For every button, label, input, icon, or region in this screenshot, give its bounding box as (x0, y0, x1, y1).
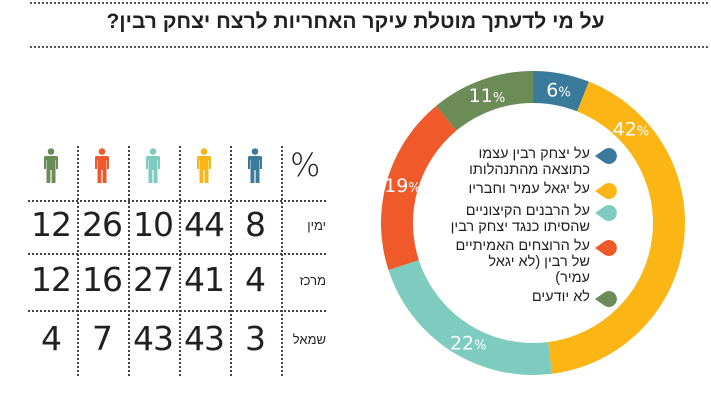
legend-item-real: על הרוצחים האמיתיים של רבין (לא יגאל עמי… (450, 238, 618, 286)
legend-item-rabbis: על הרבנים הקיצוניים שהסיתו כנגד יצחק רבי… (450, 203, 618, 235)
donut-slice-rabin (533, 71, 589, 112)
chart-title: על מי לדעתך מוטלת עיקר האחריות לרצח יצחק… (106, 10, 605, 33)
legend-label: על יגאל עמיר וחבריו (468, 181, 591, 197)
person-icon (94, 148, 110, 184)
title-divider (30, 46, 708, 48)
table-row-divider (28, 310, 326, 312)
table-cell: 12 (31, 260, 72, 299)
table-column-divider (77, 146, 79, 376)
person-icon (196, 148, 212, 184)
table-cell: 43 (184, 319, 225, 358)
legend-item-amir: על יגאל עמיר וחבריו (450, 181, 618, 200)
table-cell: 8 (245, 205, 266, 244)
legend-label: לא יודעים (531, 289, 590, 305)
row-label: שמאל (292, 332, 326, 347)
table-column-divider (179, 146, 181, 376)
slice-label-unknown: 11% (469, 85, 506, 107)
donut-slice-real (381, 105, 457, 270)
table-cell: 44 (184, 205, 225, 244)
table-cell: 7 (92, 319, 113, 358)
table-cell: 4 (245, 260, 266, 299)
legend-marker-icon (595, 148, 617, 164)
legend-label: על יצחק רבין עצמו כתוצאה מהתנהלותו (469, 146, 590, 178)
table-row-divider (28, 200, 326, 202)
legend-label: על הרוצחים האמיתיים של רבין (לא יגאל עמי… (455, 238, 590, 286)
legend-marker-icon (595, 183, 617, 199)
table-cell: 12 (31, 205, 72, 244)
table-column-divider (230, 146, 232, 376)
table-column-divider (128, 146, 130, 376)
table-cell: 4 (41, 319, 62, 358)
legend-label: על הרבנים הקיצוניים שהסיתו כנגד יצחק רבי… (450, 203, 590, 235)
table-cell: 10 (133, 205, 174, 244)
table-cell: 41 (184, 260, 225, 299)
person-icon (43, 148, 59, 184)
table-cell: 27 (133, 260, 174, 299)
row-label: מרכז (299, 273, 326, 288)
legend-marker-icon (595, 240, 617, 256)
table-cell: 26 (82, 205, 123, 244)
legend: על יצחק רבין עצמו כתוצאה מהתנהלותו על יג… (450, 146, 618, 311)
person-icon (247, 148, 263, 184)
percent-header: % (290, 146, 321, 184)
table-row-divider (28, 253, 326, 255)
legend-marker-icon (595, 291, 617, 307)
person-icon (145, 148, 161, 184)
table-column-divider (281, 146, 283, 376)
legend-item-unknown: לא יודעים (450, 289, 618, 308)
slice-label-amir: 42% (613, 119, 650, 141)
slice-label-real: 19% (384, 175, 421, 197)
table-cell: 16 (82, 260, 123, 299)
legend-item-rabin: על יצחק רבין עצמו כתוצאה מהתנהלותו (450, 146, 618, 178)
table-cell: 43 (133, 319, 174, 358)
row-label: ימין (307, 218, 326, 233)
donut-slice-unknown (436, 71, 533, 131)
table-cell: 3 (245, 319, 266, 358)
donut-slice-amir (548, 81, 685, 374)
top-divider (30, 2, 708, 4)
legend-marker-icon (595, 205, 617, 221)
donut-slice-rabbis (388, 260, 553, 375)
slice-label-rabin: 6% (546, 79, 570, 101)
slice-label-rabbis: 22% (450, 333, 487, 355)
